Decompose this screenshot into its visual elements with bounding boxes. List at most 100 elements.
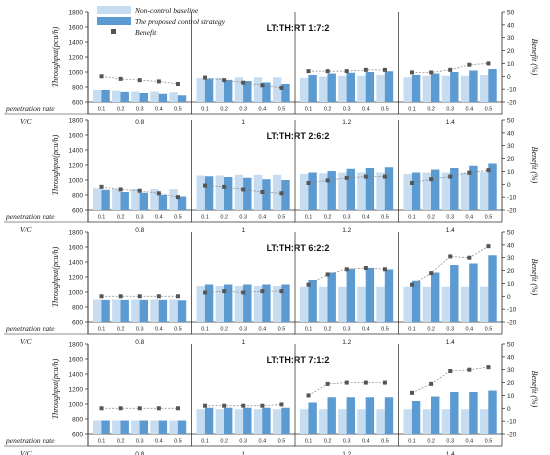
penetration-tick-label: 0.1 xyxy=(408,215,416,221)
baseline-bar xyxy=(272,286,282,322)
benefit-point xyxy=(156,191,161,196)
baseline-bar xyxy=(479,171,489,210)
vc-group-label: 1 xyxy=(241,339,245,346)
control-bar xyxy=(469,263,478,322)
y2-tick-label: 20 xyxy=(507,268,515,275)
benefit-point xyxy=(306,181,311,185)
y-tick-label: 1400 xyxy=(69,40,84,47)
vc-group-label: 0.8 xyxy=(135,227,144,234)
baseline-bar xyxy=(150,91,159,102)
y2-axis-title: Benefit (%) xyxy=(530,147,539,184)
penetration-tick-label: 0.4 xyxy=(259,107,267,113)
benefit-point xyxy=(429,271,434,276)
penetration-tick-label: 0.3 xyxy=(446,327,454,333)
control-bar xyxy=(308,280,317,322)
benefit-point xyxy=(363,380,368,385)
baseline-bar xyxy=(234,286,244,322)
y-tick-label: 1800 xyxy=(69,118,84,125)
penetration-tick-label: 0.4 xyxy=(155,439,163,445)
benefit-point xyxy=(279,289,284,294)
baseline-bar xyxy=(357,409,366,434)
control-bar xyxy=(384,397,394,434)
vc-group-label: 1 xyxy=(241,451,245,455)
penetration-tick-label: 0.4 xyxy=(466,327,474,333)
baseline-bar xyxy=(357,75,366,102)
penetration-tick-label: 0.1 xyxy=(201,439,209,445)
control-bar xyxy=(327,171,336,210)
benefit-point xyxy=(241,80,246,85)
baseline-bar xyxy=(150,420,159,434)
penetration-tick-label: 0.2 xyxy=(117,107,125,113)
penetration-tick-label: 0.1 xyxy=(408,439,416,445)
penetration-tick-label: 0.5 xyxy=(381,327,389,333)
y-tick-label: 800 xyxy=(72,417,83,424)
y2-tick-label: 30 xyxy=(507,255,515,262)
benefit-point xyxy=(486,244,491,249)
benefit-point xyxy=(344,175,349,180)
benefit-point xyxy=(137,406,142,411)
benefit-point xyxy=(306,69,311,74)
benefit-point xyxy=(156,406,161,411)
control-bar xyxy=(411,401,421,434)
control-bar xyxy=(365,397,375,434)
benefit-point xyxy=(203,75,208,80)
y2-tick-label: 40 xyxy=(507,130,515,137)
benefit-point xyxy=(448,67,453,72)
baseline-bar xyxy=(479,286,489,322)
control-bar xyxy=(411,75,421,102)
baseline-bar xyxy=(215,78,225,102)
penetration-rate-label: penetration rate xyxy=(5,324,55,333)
legend-swatch-control xyxy=(97,17,131,25)
y2-tick-label: 50 xyxy=(507,10,515,17)
penetration-tick-label: 0.1 xyxy=(98,327,106,333)
baseline-bar xyxy=(441,172,451,210)
control-bar xyxy=(431,169,440,210)
penetration-tick-label: 0.1 xyxy=(201,107,209,113)
benefit-point xyxy=(137,294,142,299)
benefit-point xyxy=(203,403,208,408)
benefit-point xyxy=(279,85,284,90)
baseline-bar xyxy=(196,175,205,210)
penetration-tick-label: 0.3 xyxy=(136,107,144,113)
benefit-point xyxy=(260,289,265,294)
benefit-point xyxy=(156,79,161,84)
baseline-bar xyxy=(300,174,309,210)
vc-group-label: 1 xyxy=(241,119,245,126)
y2-tick-label: 50 xyxy=(507,118,515,125)
benefit-point xyxy=(118,187,123,192)
vc-group-label: 1.4 xyxy=(446,451,455,455)
control-bar xyxy=(262,82,271,102)
y-axis-title: Throughput(pcu/h) xyxy=(51,26,60,87)
penetration-tick-label: 0.4 xyxy=(362,215,370,221)
control-bar xyxy=(101,420,110,434)
penetration-tick-label: 0.2 xyxy=(117,327,125,333)
benefit-point xyxy=(325,69,330,74)
control-bar xyxy=(327,397,336,434)
control-bar xyxy=(346,268,356,322)
penetration-tick-label: 0.1 xyxy=(305,439,313,445)
penetration-tick-label: 0.3 xyxy=(446,215,454,221)
y-tick-label: 800 xyxy=(72,305,83,312)
benefit-point xyxy=(486,168,491,173)
penetration-tick-label: 0.3 xyxy=(136,215,144,221)
baseline-bar xyxy=(403,409,412,434)
control-bar xyxy=(101,90,110,102)
benefit-line xyxy=(412,63,489,73)
penetration-tick-label: 0.3 xyxy=(136,439,144,445)
benefit-point xyxy=(410,70,415,75)
control-bar xyxy=(177,420,187,434)
y-tick-label: 1200 xyxy=(69,55,84,62)
penetration-tick-label: 0.2 xyxy=(427,107,435,113)
baseline-bar xyxy=(460,409,470,434)
benefit-point xyxy=(222,289,227,294)
benefit-point xyxy=(175,406,180,411)
y-axis-title: Throughput(pcu/h) xyxy=(51,358,60,419)
control-bar xyxy=(384,71,394,102)
benefit-point xyxy=(156,294,161,299)
y2-tick-label: 40 xyxy=(507,242,515,249)
benefit-point xyxy=(260,83,265,88)
benefit-point xyxy=(344,69,349,74)
vc-group-label: 1.2 xyxy=(342,339,351,346)
control-bar xyxy=(177,300,187,322)
